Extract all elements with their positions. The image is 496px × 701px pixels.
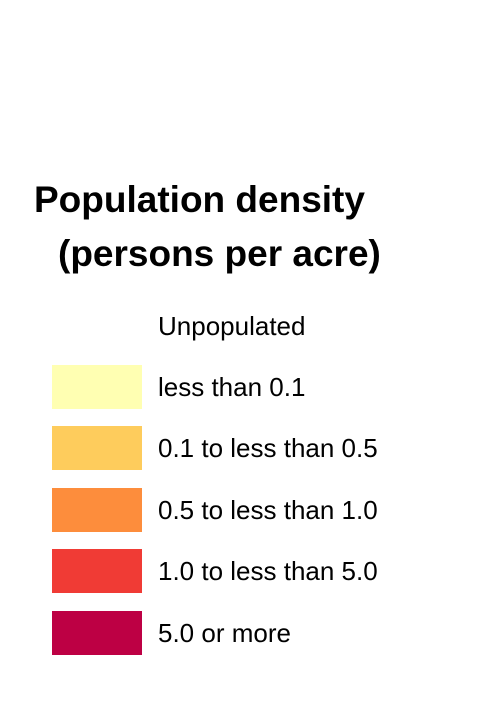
legend-label: 0.5 to less than 1.0 xyxy=(158,495,378,525)
legend-item-5-0-or-more: 5.0 or more xyxy=(52,611,472,655)
legend-item-unpopulated: Unpopulated xyxy=(52,304,472,348)
legend-swatch xyxy=(52,304,142,348)
legend-swatch xyxy=(52,549,142,593)
legend-swatch xyxy=(52,611,142,655)
legend-label: 5.0 or more xyxy=(158,618,291,648)
legend-swatch xyxy=(52,365,142,409)
legend-item-0-1-to-0-5: 0.1 to less than 0.5 xyxy=(52,426,472,470)
legend-label: 0.1 to less than 0.5 xyxy=(158,433,378,463)
legend-swatch xyxy=(52,488,142,532)
legend-item-1-0-to-5-0: 1.0 to less than 5.0 xyxy=(52,549,472,593)
legend-item-less-than-0-1: less than 0.1 xyxy=(52,365,472,409)
legend-subtitle: (persons per acre) xyxy=(58,233,381,274)
legend-swatch xyxy=(52,426,142,470)
legend-title: Population density xyxy=(34,179,365,220)
legend-label: 1.0 to less than 5.0 xyxy=(158,556,378,586)
legend-label: less than 0.1 xyxy=(158,372,306,402)
legend-label: Unpopulated xyxy=(158,311,306,341)
legend-item-0-5-to-1-0: 0.5 to less than 1.0 xyxy=(52,488,472,532)
